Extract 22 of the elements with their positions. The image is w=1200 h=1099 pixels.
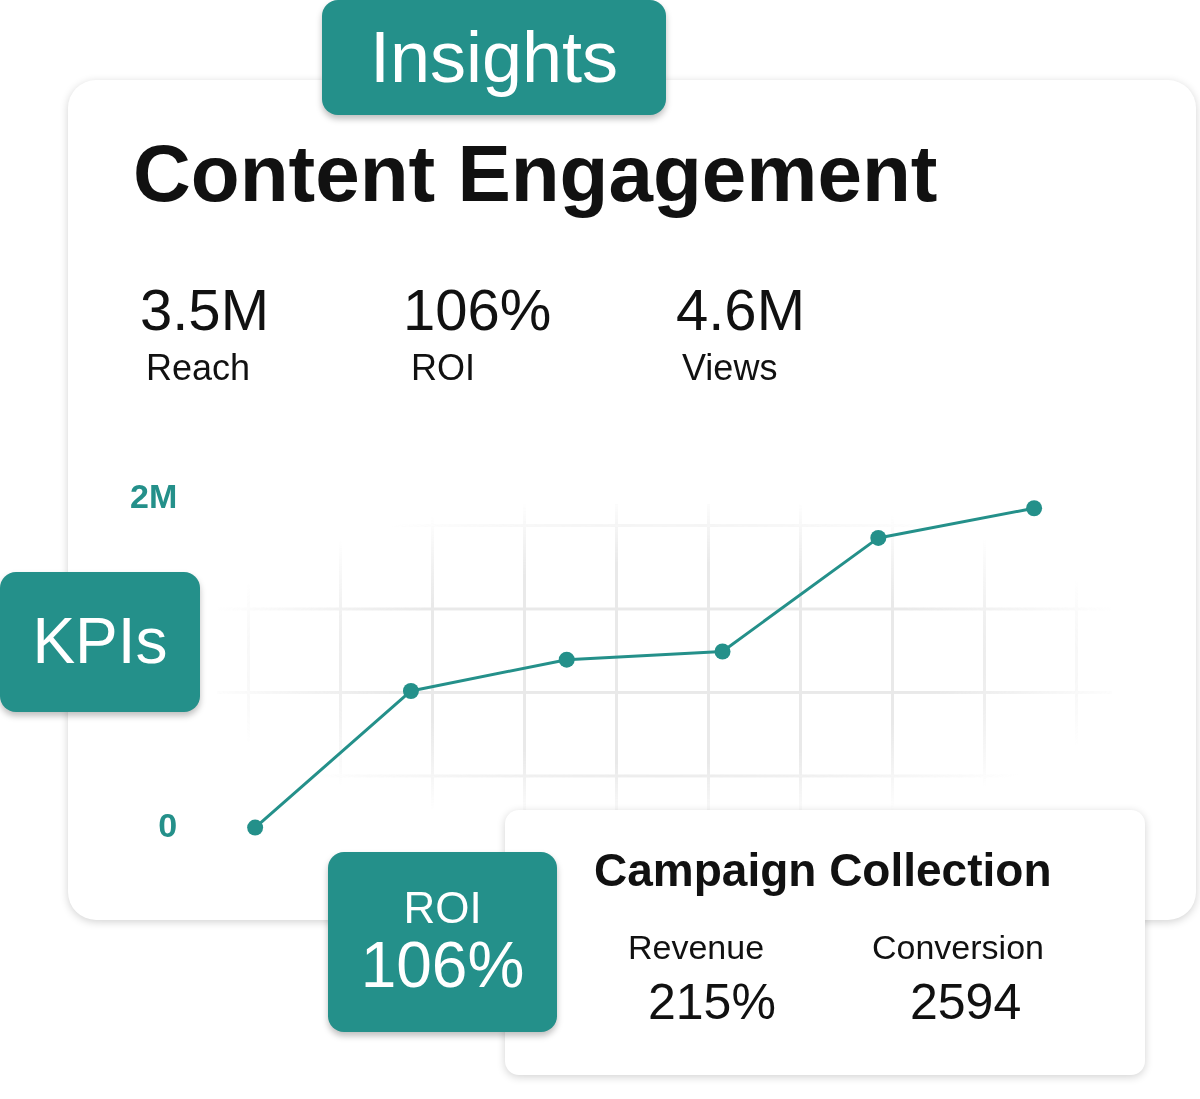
text: Conversion: [872, 928, 1044, 967]
text: 2594: [910, 973, 1022, 1031]
text: Revenue: [628, 928, 765, 967]
text: Views: [682, 347, 778, 389]
text: Reach: [146, 347, 251, 389]
text: KPIs: [0, 572, 200, 712]
point: [402, 682, 419, 699]
text: Insights: [322, 0, 666, 115]
y-tick-label: 0: [158, 805, 178, 844]
point: [1026, 500, 1043, 517]
text: 215%: [648, 973, 776, 1031]
text: 4.6M: [676, 276, 805, 343]
chart-title: Content Engagement: [133, 128, 938, 220]
text: 106%: [403, 276, 552, 343]
y-tick-label: 2M: [130, 476, 178, 515]
point: [247, 819, 264, 836]
text: 3.5M: [140, 276, 269, 343]
point: [870, 529, 887, 546]
text: ROI: [411, 347, 476, 389]
point: [714, 643, 731, 660]
point: [558, 651, 575, 668]
text: Campaign Collection: [594, 843, 1052, 897]
